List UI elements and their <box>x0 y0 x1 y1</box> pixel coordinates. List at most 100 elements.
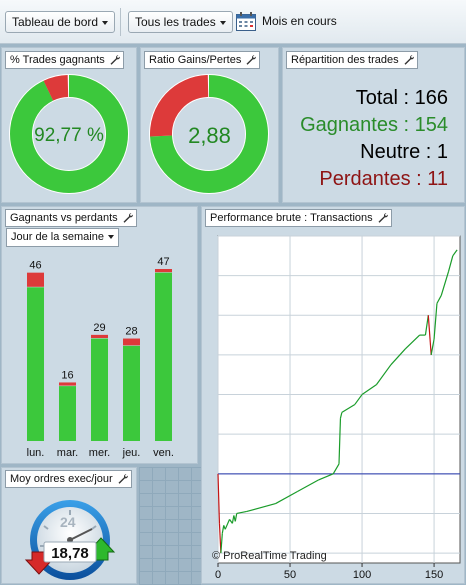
performance-chart: 0 50 100 150 <box>215 235 461 581</box>
toolbar-separator <box>120 8 121 36</box>
performance-line-segment <box>318 473 334 481</box>
performance-line-segment <box>447 255 454 272</box>
gain-loss-green-arc <box>150 75 268 193</box>
performance-line-segment <box>430 338 435 356</box>
bar-winners-mar. <box>59 386 76 441</box>
performance-line-segment <box>296 479 320 493</box>
avg-orders-title-text: Moy ordres exec/jour <box>10 473 113 485</box>
dashboard-dropdown-label: Tableau de bord <box>12 15 99 29</box>
wrench-icon[interactable] <box>109 54 121 66</box>
performance-line-segment <box>433 303 438 340</box>
performance-line-segment <box>375 364 392 385</box>
performance-line-segment <box>217 473 221 524</box>
period-label[interactable]: Mois en cours <box>262 14 337 28</box>
trades-filter-dropdown[interactable]: Tous les trades <box>128 11 233 33</box>
dashboard-dropdown[interactable]: Tableau de bord <box>5 11 116 33</box>
gauge-icon <box>24 500 116 580</box>
performance-line-segment <box>452 249 458 257</box>
wrench-icon[interactable] <box>377 212 389 224</box>
wins-vs-losses-chart: 46 lun. 16 mar. 29 mer. 28 jeu. 47 ven. <box>27 256 174 459</box>
bar-winners-mer. <box>91 338 108 441</box>
bar-losers-mar. <box>59 382 76 386</box>
performance-title-text: Performance brute : Transactions <box>210 212 373 224</box>
gain-loss-title: Ratio Gains/Pertes <box>144 51 261 69</box>
winning-trades: Gagnantes : 154 <box>300 114 448 136</box>
bar-total-label: 29 <box>93 322 105 334</box>
performance-line-segment <box>221 525 225 534</box>
performance-line-segment <box>390 348 406 366</box>
wins-vs-losses-title: Gagnants vs perdants <box>5 209 137 227</box>
group-by-dropdown[interactable]: Jour de la semaine <box>6 228 119 247</box>
win-rate-title: % Trades gagnants <box>5 51 124 69</box>
performance-line-segment <box>236 510 247 515</box>
win-rate-panel: % Trades gagnants 92,77 % <box>1 47 137 203</box>
distribution-panel: Répartition des trades Total : 166 Gagna… <box>282 47 465 203</box>
win-rate-donut <box>9 74 129 194</box>
avg-orders-panel: Moy ordres exec/jour 24 18,78 <box>1 467 137 584</box>
performance-title: Performance brute : Transactions <box>205 209 392 227</box>
bar-losers-mer. <box>91 334 108 339</box>
performance-line-segment <box>224 519 231 530</box>
performance-line-segment <box>220 533 223 554</box>
performance-panel: Performance brute : Transactions 0 50 100 1… <box>201 206 465 584</box>
wrench-icon[interactable] <box>245 54 257 66</box>
performance-line-segment <box>275 491 298 505</box>
performance-line-segment <box>341 403 356 413</box>
neutral-trades: Neutre : 1 <box>360 141 448 163</box>
distribution-title-text: Répartition des trades <box>291 54 399 66</box>
performance-line-segment <box>339 412 343 419</box>
performance-line-segment <box>332 463 340 475</box>
group-by-label: Jour de la semaine <box>11 231 104 243</box>
bar-category-label: ven. <box>153 447 174 459</box>
bar-category-label: mer. <box>89 447 110 459</box>
toolbar: Tableau de bord Tous les trades Mois en … <box>0 0 466 44</box>
bar-total-label: 28 <box>125 326 137 338</box>
performance-line-segment <box>354 394 363 405</box>
bar-category-label: mar. <box>57 447 78 459</box>
performance-line-segment <box>440 271 450 296</box>
bar-losers-jeu. <box>123 338 140 346</box>
win-rate-title-text: % Trades gagnants <box>10 54 105 66</box>
watermark: © ProRealTime Trading <box>212 550 327 562</box>
performance-line-segment <box>361 384 377 396</box>
bar-losers-lun. <box>27 272 44 287</box>
performance-line-segment <box>427 315 432 355</box>
bar-total-label: 46 <box>29 260 41 272</box>
bar-winners-jeu. <box>123 345 140 441</box>
wrench-icon[interactable] <box>122 212 134 224</box>
chevron-down-icon <box>107 235 114 240</box>
calendar-icon[interactable] <box>236 12 256 31</box>
chevron-down-icon <box>102 20 109 25</box>
x-tick-label: 50 <box>284 569 296 581</box>
bar-losers-ven. <box>155 269 172 273</box>
bar-total-label: 16 <box>61 369 73 381</box>
gauge-max-label: 24 <box>60 514 76 530</box>
bar-winners-ven. <box>155 272 172 441</box>
win-rate-value: 92,77 % <box>34 125 104 146</box>
win-rate-red-arc <box>10 75 128 193</box>
performance-line-segment <box>404 334 421 350</box>
trades-filter-label: Tous les trades <box>135 15 216 29</box>
performance-line-segment <box>234 513 238 522</box>
gain-loss-donut <box>149 74 269 194</box>
x-tick-label: 0 <box>215 569 221 581</box>
performance-line-segment <box>424 315 429 336</box>
wins-vs-losses-title-text: Gagnants vs perdants <box>10 212 118 224</box>
avg-orders-title: Moy ordres exec/jour <box>5 470 132 488</box>
wrench-icon[interactable] <box>403 54 415 66</box>
bar-winners-lun. <box>27 287 44 441</box>
empty-area <box>139 467 201 585</box>
bar-total-label: 47 <box>157 256 169 268</box>
distribution-title: Répartition des trades <box>286 51 418 69</box>
bar-category-label: jeu. <box>122 447 141 459</box>
wrench-icon[interactable] <box>117 473 129 485</box>
gain-loss-value: 2,88 <box>188 123 231 148</box>
gain-loss-panel: Ratio Gains/Pertes 2,88 <box>140 47 279 203</box>
bar-category-label: lun. <box>27 447 45 459</box>
win-rate-green-arc <box>10 75 128 193</box>
chevron-down-icon <box>219 20 226 25</box>
wins-vs-losses-panel: Gagnants vs perdants Jour de la semaine … <box>1 206 198 464</box>
performance-line-segment <box>338 418 342 464</box>
gain-loss-title-text: Ratio Gains/Pertes <box>149 54 242 66</box>
performance-line-segment <box>246 502 276 513</box>
